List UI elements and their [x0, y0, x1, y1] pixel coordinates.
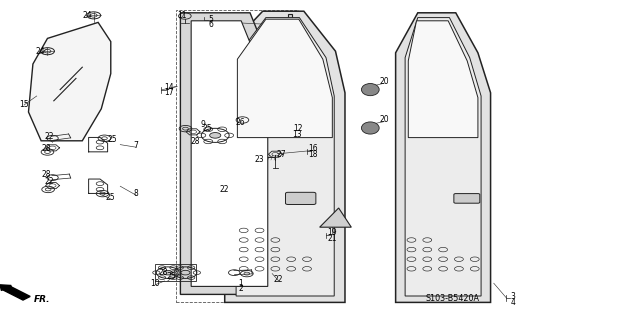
Text: 14: 14	[164, 83, 174, 92]
Text: 22: 22	[273, 275, 284, 284]
Text: 28: 28	[190, 137, 200, 146]
Polygon shape	[180, 13, 279, 294]
Circle shape	[163, 270, 172, 275]
Text: 24: 24	[82, 11, 92, 20]
FancyArrow shape	[0, 285, 30, 300]
Text: 16: 16	[308, 144, 318, 153]
Text: 11: 11	[177, 11, 187, 20]
Text: 25: 25	[203, 124, 213, 133]
FancyBboxPatch shape	[285, 192, 316, 204]
Polygon shape	[288, 14, 292, 293]
Text: 19: 19	[327, 228, 337, 237]
Text: 22: 22	[220, 185, 230, 194]
Polygon shape	[237, 19, 332, 138]
Bar	[176, 10, 298, 302]
Ellipse shape	[361, 122, 379, 134]
Polygon shape	[320, 208, 351, 227]
Text: 18: 18	[308, 150, 318, 159]
Text: 17: 17	[164, 88, 174, 97]
Text: 22: 22	[44, 132, 54, 141]
Text: 21: 21	[327, 234, 337, 243]
Text: 22: 22	[44, 177, 54, 186]
Text: 8: 8	[134, 189, 139, 198]
Text: 9: 9	[200, 120, 205, 129]
Text: 25: 25	[108, 135, 118, 144]
Polygon shape	[396, 13, 491, 302]
Polygon shape	[191, 21, 268, 286]
Text: 24: 24	[35, 47, 45, 56]
Polygon shape	[236, 18, 334, 296]
Circle shape	[210, 132, 221, 138]
Text: 5: 5	[208, 15, 213, 24]
Text: 20: 20	[379, 77, 389, 86]
Text: 4: 4	[510, 298, 515, 307]
Text: 1: 1	[238, 279, 243, 288]
Text: 28: 28	[41, 170, 51, 179]
Polygon shape	[225, 11, 345, 302]
Polygon shape	[408, 21, 478, 138]
Text: 10: 10	[150, 279, 160, 288]
Text: 13: 13	[292, 130, 303, 139]
Polygon shape	[28, 22, 111, 141]
Ellipse shape	[361, 84, 379, 96]
Text: 23: 23	[254, 155, 265, 164]
Text: 28: 28	[158, 268, 168, 277]
Text: 12: 12	[292, 124, 303, 133]
Polygon shape	[405, 18, 481, 296]
Bar	[155, 264, 196, 281]
Text: 2: 2	[238, 284, 243, 293]
Text: 15: 15	[19, 100, 29, 109]
Text: 20: 20	[379, 116, 389, 124]
Text: S103-B5420A: S103-B5420A	[425, 294, 480, 303]
Circle shape	[181, 270, 190, 275]
Text: FR.: FR.	[34, 295, 51, 304]
Text: 28: 28	[41, 144, 51, 153]
Text: 25: 25	[166, 272, 176, 281]
Text: 27: 27	[277, 150, 287, 159]
Text: 3: 3	[510, 292, 515, 301]
FancyBboxPatch shape	[454, 194, 480, 203]
Text: 26: 26	[235, 118, 246, 127]
Text: 7: 7	[134, 141, 139, 150]
Text: 6: 6	[208, 20, 213, 29]
Text: 25: 25	[106, 193, 116, 202]
